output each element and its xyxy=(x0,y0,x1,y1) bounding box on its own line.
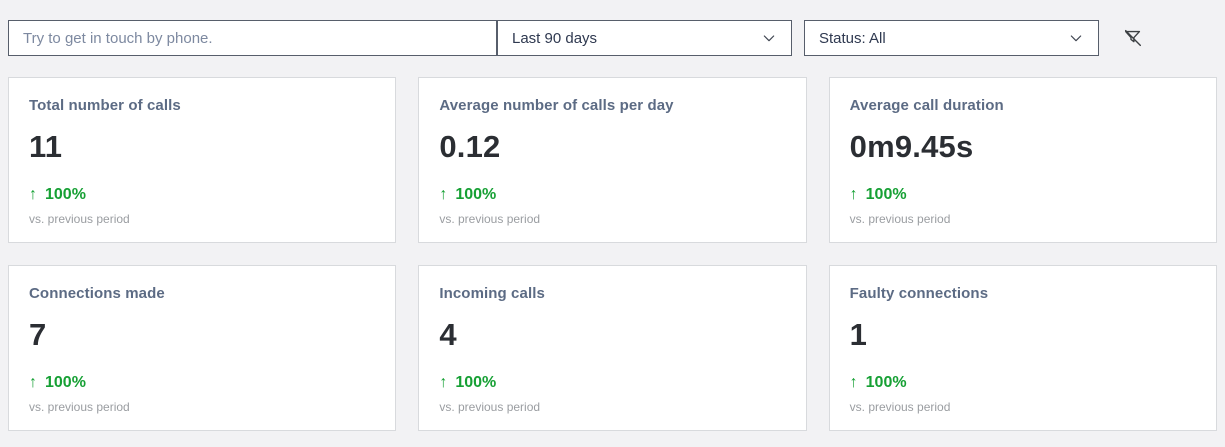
date-range-value: Last 90 days xyxy=(512,29,598,47)
stat-card-avg-calls-per-day: Average number of calls per day 0.12 ↑ 1… xyxy=(418,77,807,243)
card-title: Total number of calls xyxy=(29,97,181,114)
card-value: 7 xyxy=(29,317,47,352)
arrow-up-icon: ↑ xyxy=(439,374,448,391)
stat-card-incoming-calls: Incoming calls 4 ↑ 100% vs. previous per… xyxy=(418,265,807,431)
card-value: 11 xyxy=(29,129,63,164)
card-title: Incoming calls xyxy=(439,285,545,302)
card-caption: vs. previous period xyxy=(439,212,541,226)
delta-percent: 100% xyxy=(865,374,907,391)
card-title: Faulty connections xyxy=(849,285,989,302)
card-title: Average number of calls per day xyxy=(439,97,674,114)
arrow-up-icon: ↑ xyxy=(849,186,858,203)
stats-cards-grid: Total number of calls 11 ↑ 100% vs. prev… xyxy=(8,77,1217,431)
stat-card-total-calls: Total number of calls 11 ↑ 100% vs. prev… xyxy=(8,77,397,243)
card-caption: vs. previous period xyxy=(29,400,130,414)
delta-percent: 100% xyxy=(865,186,907,203)
chevron-down-icon xyxy=(1070,35,1082,42)
chevron-down-icon xyxy=(763,35,775,42)
search-input[interactable] xyxy=(8,20,497,56)
card-value: 1 xyxy=(849,317,868,352)
card-value: 0.12 xyxy=(439,129,501,164)
status-value: Status: All xyxy=(819,29,886,47)
clear-filters-button[interactable] xyxy=(1119,24,1147,52)
stat-card-connections-made: Connections made 7 ↑ 100% vs. previous p… xyxy=(8,265,397,431)
status-select[interactable]: Status: All xyxy=(804,20,1099,56)
delta-percent: 100% xyxy=(45,186,86,203)
card-value: 0m9.45s xyxy=(849,129,974,164)
arrow-up-icon: ↑ xyxy=(29,374,37,391)
card-title: Connections made xyxy=(29,285,165,302)
delta-percent: 100% xyxy=(455,374,497,391)
card-caption: vs. previous period xyxy=(849,212,951,226)
stat-card-faulty-connections: Faulty connections 1 ↑ 100% vs. previous… xyxy=(828,265,1217,431)
card-delta: ↑ 100% xyxy=(29,186,375,204)
filters-toolbar: Last 90 days Status: All xyxy=(8,20,1217,56)
card-caption: vs. previous period xyxy=(29,212,130,226)
card-title: Average call duration xyxy=(849,97,1004,114)
card-value: 4 xyxy=(439,317,457,352)
stat-card-avg-call-duration: Average call duration 0m9.45s ↑ 100% vs.… xyxy=(828,77,1217,243)
arrow-up-icon: ↑ xyxy=(849,374,858,391)
card-delta: ↑ 100% xyxy=(439,374,785,392)
delta-percent: 100% xyxy=(455,186,497,203)
delta-percent: 100% xyxy=(45,374,86,391)
card-delta: ↑ 100% xyxy=(29,374,375,392)
date-range-select[interactable]: Last 90 days xyxy=(497,20,792,56)
card-caption: vs. previous period xyxy=(849,400,951,414)
card-delta: ↑ 100% xyxy=(850,374,1196,392)
filter-off-icon xyxy=(1124,29,1142,47)
card-delta: ↑ 100% xyxy=(439,186,785,204)
arrow-up-icon: ↑ xyxy=(439,186,448,203)
card-delta: ↑ 100% xyxy=(850,186,1196,204)
card-caption: vs. previous period xyxy=(439,400,541,414)
arrow-up-icon: ↑ xyxy=(29,186,37,203)
